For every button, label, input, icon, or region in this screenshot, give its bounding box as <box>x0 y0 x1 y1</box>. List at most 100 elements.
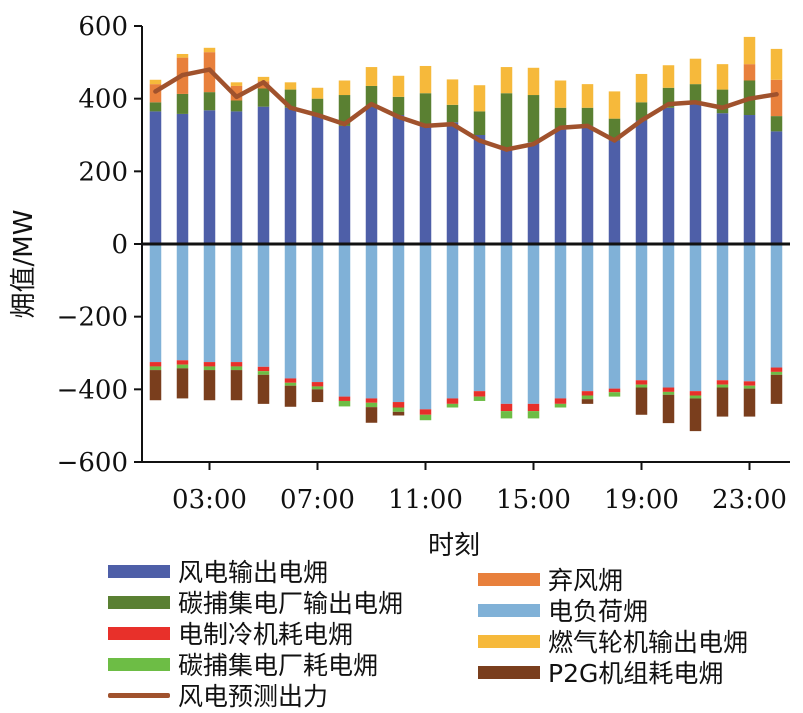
bar-s7-x17 <box>581 399 594 404</box>
bar-s7-x2 <box>176 368 189 399</box>
bar-s4-x23 <box>743 244 756 382</box>
bar-s6-x5 <box>257 371 270 375</box>
legend-label-2: 碳捕集电厂输出电㶲 <box>178 589 404 618</box>
bar-s5-x16 <box>554 398 567 404</box>
bar-s5-x3 <box>203 362 216 367</box>
legend-swatch-6 <box>108 657 170 671</box>
bar-s5-x2 <box>176 360 189 365</box>
bar-s5-x14 <box>500 403 513 412</box>
legend-label-6: 碳捕集电厂耗电㶲 <box>178 651 379 680</box>
y-axis-label: 㶲值/MW <box>9 210 39 319</box>
x-tick-label-3: 03:00 <box>172 485 247 515</box>
bar-s5-x21 <box>689 391 702 396</box>
bar-s1-x19 <box>635 102 648 121</box>
forecast-point-x2 <box>180 72 185 78</box>
bar-s0-x19 <box>635 120 648 244</box>
forecast-point-x14 <box>504 147 509 152</box>
legend-label-3: 电负荷㶲 <box>548 597 649 626</box>
forecast-point-x12 <box>450 121 455 127</box>
bar-s7-x1 <box>149 370 162 401</box>
bar-s4-x13 <box>473 244 486 392</box>
bar-s0-x10 <box>392 115 405 245</box>
bar-s0-x20 <box>662 107 675 244</box>
bar-s1-x1 <box>149 102 162 112</box>
legend-label-4: 电制冷机耗电㶲 <box>178 620 354 649</box>
bar-s2-x24 <box>770 79 783 117</box>
bar-s4-x19 <box>635 244 648 381</box>
bar-s5-x18 <box>608 388 621 393</box>
bar-s3-x15 <box>527 67 540 96</box>
forecast-point-x24 <box>774 92 779 97</box>
bar-s1-x8 <box>338 95 351 126</box>
bar-s6-x18 <box>608 392 621 397</box>
bar-s4-x2 <box>176 244 189 361</box>
bar-s4-x8 <box>338 244 351 397</box>
bar-s3-x12 <box>446 79 459 105</box>
bar-s6-x11 <box>419 414 432 421</box>
line-layer <box>153 67 779 152</box>
legend-swatch-7 <box>478 665 540 679</box>
bar-s7-x5 <box>257 374 270 404</box>
bar-s6-x6 <box>284 382 297 386</box>
bar-s5-x11 <box>419 409 432 415</box>
bar-s0-x11 <box>419 124 432 244</box>
bar-s5-x1 <box>149 362 162 367</box>
bar-s4-x21 <box>689 244 702 392</box>
forecast-point-x9 <box>369 101 374 107</box>
forecast-point-x21 <box>693 100 698 105</box>
forecast-point-x6 <box>288 105 293 110</box>
bar-s6-x4 <box>230 366 243 371</box>
legend-label-5: 燃气轮机输出电㶲 <box>548 628 749 657</box>
bar-s6-x20 <box>662 391 675 395</box>
bar-s1-x9 <box>365 85 378 106</box>
legend-label-1: 弃风㶲 <box>548 566 624 595</box>
bar-s0-x2 <box>176 113 189 245</box>
bar-s7-x7 <box>311 389 324 403</box>
chart: 600 400 200 0 −200 −400 −600 03:00 07:00 11:00 15:… <box>9 12 790 556</box>
bar-s1-x7 <box>311 98 324 116</box>
bar-s2-x4 <box>230 85 243 101</box>
legend-swatch-3 <box>478 603 540 617</box>
axes-layer <box>134 25 790 470</box>
bar-s7-x22 <box>716 387 729 417</box>
legend-item-0: 风电输出电㶲 <box>108 556 328 587</box>
bar-s4-x24 <box>770 244 783 368</box>
bar-s4-x1 <box>149 244 162 363</box>
bar-s1-x17 <box>581 107 594 126</box>
bar-s4-x20 <box>662 244 675 388</box>
bar-s4-x22 <box>716 244 729 381</box>
bar-s0-x8 <box>338 125 351 244</box>
bar-s6-x3 <box>203 366 216 371</box>
bar-s5-x13 <box>473 391 486 397</box>
legend-item-2: 碳捕集电厂输出电㶲 <box>108 587 404 618</box>
bar-s0-x21 <box>689 104 702 245</box>
y-tick-label-0: 0 <box>111 230 128 260</box>
bar-s0-x18 <box>608 140 621 244</box>
bar-s1-x6 <box>284 89 297 108</box>
bar-s2-x23 <box>743 64 756 81</box>
bar-s5-x4 <box>230 362 243 367</box>
bar-s7-x3 <box>203 370 216 401</box>
legend-item-3: 电负荷㶲 <box>478 595 649 626</box>
bar-s3-x20 <box>662 65 675 88</box>
bar-s3-x21 <box>689 58 702 85</box>
bar-s6-x22 <box>716 384 729 388</box>
bar-s3-x1 <box>149 79 162 85</box>
bar-s6-x24 <box>770 371 783 375</box>
bar-s6-x13 <box>473 396 486 401</box>
bar-s5-x17 <box>581 391 594 396</box>
bar-s1-x15 <box>527 95 540 143</box>
bar-s0-x13 <box>473 135 486 244</box>
bar-s1-x2 <box>176 93 189 114</box>
forecast-point-x15 <box>531 141 536 147</box>
y-tick-label-600: 600 <box>78 12 128 42</box>
bar-s3-x24 <box>770 48 783 80</box>
bar-s6-x14 <box>500 411 513 419</box>
bar-s3-x2 <box>176 53 189 58</box>
bar-s1-x14 <box>500 93 513 150</box>
forecast-point-x10 <box>396 114 401 120</box>
bar-s4-x7 <box>311 244 324 383</box>
y-tick-label-200: 200 <box>78 157 128 187</box>
x-tick-label-7: 07:00 <box>280 485 355 515</box>
bar-s3-x5 <box>257 76 270 82</box>
